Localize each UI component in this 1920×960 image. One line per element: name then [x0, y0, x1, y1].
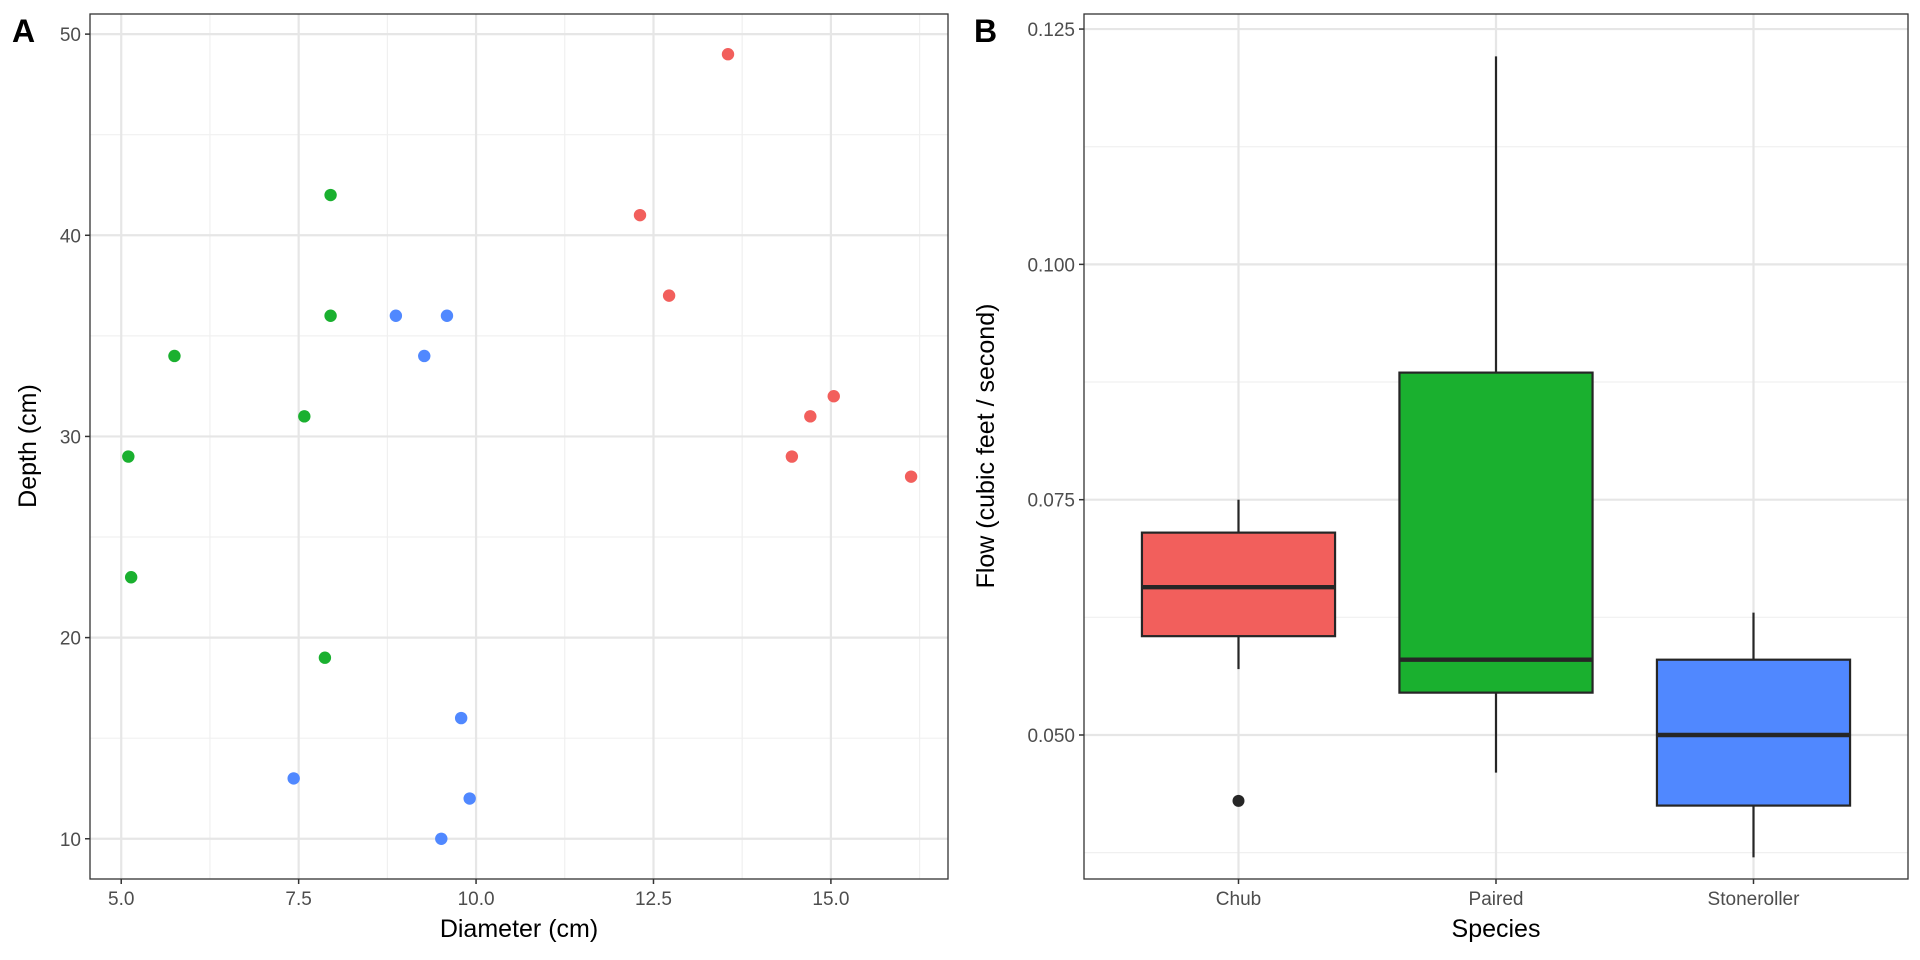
- data-point-paired: [122, 450, 135, 463]
- panel-a-ticks: 5.0 7.5 10.0 12.5 15.0 10 20 30 40 50: [60, 25, 850, 910]
- outlier-point: [1232, 794, 1245, 807]
- box-paired: [1398, 56, 1594, 773]
- panel-b-boxes: [1140, 56, 1852, 858]
- data-point-stoneroller: [440, 309, 454, 322]
- data-point-stoneroller: [454, 711, 468, 725]
- data-point-chub: [633, 208, 647, 222]
- data-point-chub: [904, 470, 918, 483]
- y-tick-label: 0.075: [1027, 491, 1075, 512]
- box-iqr: [1140, 531, 1337, 638]
- box-iqr: [1655, 658, 1852, 807]
- data-point-chub: [785, 450, 799, 463]
- data-point-stoneroller: [287, 772, 300, 785]
- data-point-chub: [662, 289, 676, 302]
- panel-b-y-axis-title: Flow (cubic feet / second): [972, 304, 1000, 589]
- x-tick-label: 12.5: [635, 889, 672, 910]
- panel-a-points: [122, 48, 918, 845]
- y-tick-label: 30: [60, 427, 81, 448]
- data-point-paired: [324, 309, 337, 322]
- x-tick-label: Stoneroller: [1708, 889, 1801, 910]
- panel-b-tag: B: [974, 13, 997, 49]
- y-tick-label: 0.100: [1027, 255, 1075, 276]
- panel-b-ticks: Chub Paired Stoneroller 0.050 0.075 0.100 0.12…: [1027, 20, 1800, 910]
- y-tick-label: 0.050: [1027, 726, 1075, 747]
- data-point-paired: [318, 651, 332, 664]
- x-tick-label: 15.0: [812, 889, 849, 910]
- box-iqr: [1398, 371, 1594, 694]
- x-tick-label: 5.0: [108, 889, 134, 910]
- data-point-paired: [298, 410, 311, 423]
- data-point-stoneroller: [435, 832, 448, 845]
- data-point-paired: [168, 349, 181, 363]
- data-point-chub: [827, 390, 840, 403]
- box-stoneroller: [1655, 612, 1852, 858]
- y-tick-label: 20: [60, 629, 81, 650]
- panel-a: 5.0 7.5 10.0 12.5 15.0 10 20 30 40 50 A Diameter …: [12, 13, 949, 943]
- panel-b: Chub Paired Stoneroller 0.050 0.075 0.100 0.12…: [972, 13, 1909, 943]
- panel-a-x-axis-title: Diameter (cm): [440, 915, 598, 943]
- panel-a-frame: [89, 13, 949, 880]
- x-tick-label: Chub: [1216, 889, 1261, 910]
- panel-a-y-axis-title: Depth (cm): [14, 384, 42, 508]
- x-tick-label: Paired: [1469, 889, 1524, 910]
- data-point-stoneroller: [389, 309, 403, 322]
- data-point-paired: [324, 188, 337, 202]
- y-tick-label: 0.125: [1027, 20, 1075, 41]
- panel-a-background: [90, 14, 948, 879]
- data-point-chub: [804, 410, 817, 423]
- x-tick-label: 10.0: [458, 889, 495, 910]
- data-point-chub: [721, 48, 735, 61]
- y-tick-label: 10: [60, 830, 81, 851]
- box-chub: [1140, 499, 1337, 807]
- x-tick-label: 7.5: [285, 889, 311, 910]
- panel-a-grid: [90, 14, 948, 879]
- y-tick-label: 50: [60, 25, 81, 46]
- data-point-stoneroller: [463, 792, 476, 805]
- data-point-paired: [124, 571, 138, 584]
- y-tick-label: 40: [60, 226, 81, 247]
- panel-b-x-axis-title: Species: [1452, 915, 1541, 943]
- panel-a-tag: A: [12, 13, 35, 49]
- data-point-stoneroller: [418, 349, 431, 363]
